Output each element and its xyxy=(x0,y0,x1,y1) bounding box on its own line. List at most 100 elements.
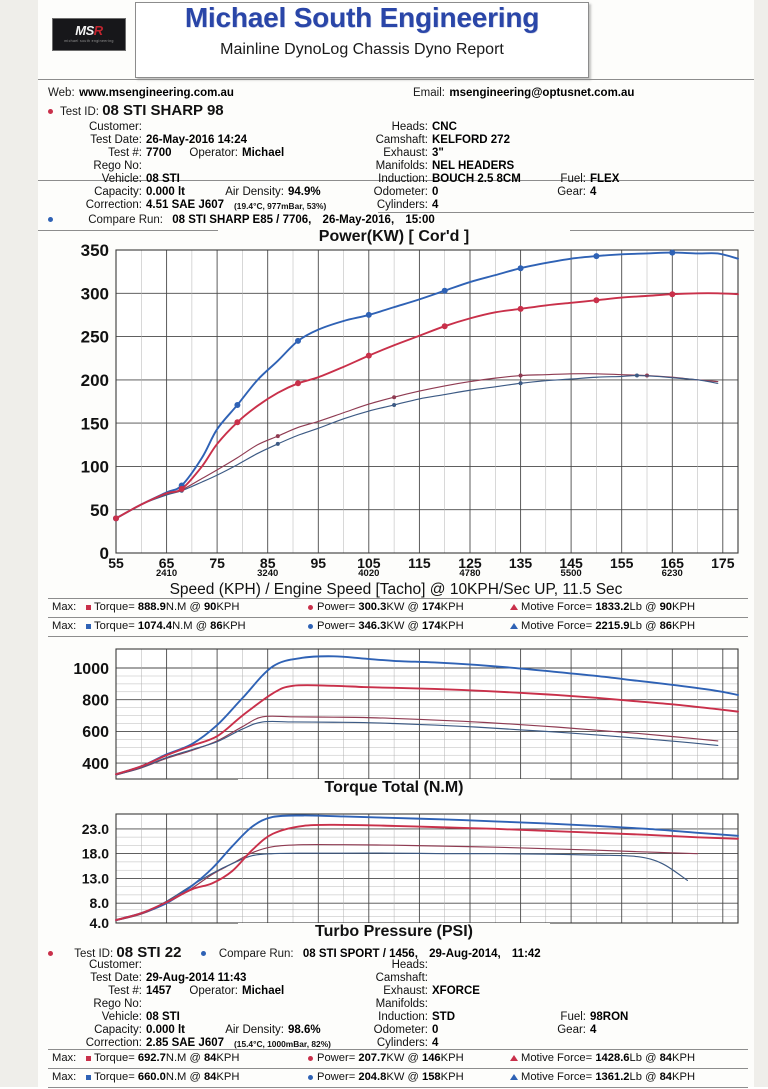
top-test-id-row: Test ID: 08 STI SHARP 98 xyxy=(48,102,224,119)
max-force-entry: Motive Force= 2215.9Lb @ 86KPH xyxy=(510,620,695,632)
heads-value: CNC xyxy=(432,121,457,133)
capacity-label: Capacity: xyxy=(94,186,142,198)
max-torque-entry: Torque= 660.0N.M @ 84KPH xyxy=(86,1071,239,1083)
torque-series-square-icon xyxy=(86,1055,91,1061)
operator-label: Operator: xyxy=(189,147,238,159)
customer-label: Customer: xyxy=(88,121,142,133)
bottom-exhaust-value: XFORCE xyxy=(432,985,480,997)
max-power-unit: KW @ xyxy=(386,1052,422,1064)
max-force-unit: Lb @ xyxy=(629,601,660,613)
boost-chart-title: Turbo Pressure (PSI) xyxy=(238,923,550,941)
max-torque-at: 90 xyxy=(203,601,217,613)
xaxis-tick-105: 105 4020 xyxy=(342,555,396,579)
camshaft-label: Camshaft: xyxy=(375,134,428,146)
bottom-operator-value: Michael xyxy=(242,985,285,997)
max-power-entry: Power= 346.3KW @ 174KPH xyxy=(308,620,464,632)
max-power-at-unit: KPH xyxy=(440,620,464,632)
test-id-value: 08 STI SHARP 98 xyxy=(102,102,224,119)
max-power-label: Power= xyxy=(317,620,356,632)
blue-series-dot-icon-2 xyxy=(200,951,206,957)
xaxis-tick-rpm: 4020 xyxy=(358,568,380,579)
report-subtitle: Mainline DynoLog Chassis Dyno Report xyxy=(220,41,504,58)
top-compare-run-row: Compare Run: 08 STI SHARP E85 / 7706, 26… xyxy=(48,214,435,226)
max-power-at: 146 xyxy=(421,1052,441,1064)
email-field: Email: msengineering@optusnet.com.au xyxy=(413,83,634,101)
bottom-max-legend: Max: Torque= 692.7N.M @ 84KPH Power= 207.7… xyxy=(38,1049,754,1089)
xaxis-tick-kph: 135 xyxy=(508,555,533,571)
website-value[interactable]: www.msengineering.com.au xyxy=(79,87,234,99)
xaxis-tick-75: 75 xyxy=(190,555,244,571)
max-power-entry: Power= 207.7KW @ 146KPH xyxy=(308,1052,464,1064)
svg-text:1000: 1000 xyxy=(73,661,109,678)
max-torque-entry: Torque= 1074.4N.M @ 86KPH xyxy=(86,620,246,632)
correction-label: Correction: xyxy=(85,199,142,211)
operator-value: Michael xyxy=(242,147,285,159)
max-power-unit: KW @ xyxy=(386,601,422,613)
xaxis-tick-kph: 95 xyxy=(310,555,327,571)
max-torque-value: 888.9 xyxy=(137,601,166,613)
max-power-value: 207.7 xyxy=(358,1052,387,1064)
bottom-capacity-label: Capacity: xyxy=(94,1024,142,1036)
capacity-value: 0.000 lt xyxy=(146,186,185,198)
max-torque-value: 1074.4 xyxy=(137,620,173,632)
rego-label: Rego No: xyxy=(93,160,142,172)
top-info-divider xyxy=(378,212,754,213)
svg-text:18.0: 18.0 xyxy=(82,846,109,862)
max-force-label: Motive Force= xyxy=(521,1071,593,1083)
max-force-at-unit: KPH xyxy=(672,1052,696,1064)
xaxis-tick-175: 175 xyxy=(696,555,750,571)
power-series-dot-icon xyxy=(308,604,313,610)
max-bottom-rule-2 xyxy=(48,1068,748,1069)
email-value[interactable]: msengineering@optusnet.com.au xyxy=(449,87,635,99)
max-force-label: Motive Force= xyxy=(521,1052,593,1064)
scan-left-margin xyxy=(0,0,39,1087)
contact-divider xyxy=(38,180,754,181)
gear-label: Gear: xyxy=(557,186,586,198)
svg-text:0: 0 xyxy=(100,544,109,563)
email-label: Email: xyxy=(413,87,445,99)
xaxis-tick-rpm: 3240 xyxy=(257,568,279,579)
torque-series-square-icon xyxy=(86,623,91,629)
xaxis-tick-85: 85 3240 xyxy=(241,555,295,579)
bottom-fuel-value: 98RON xyxy=(590,1011,629,1023)
xaxis-tick-kph: 65 xyxy=(158,555,175,571)
max-force-value: 2215.9 xyxy=(595,620,630,632)
max-force-unit: Lb @ xyxy=(629,1052,660,1064)
bottom-camshaft-label: Camshaft: xyxy=(375,972,428,984)
compare-run-time: 15:00 xyxy=(405,214,435,226)
max-force-at: 90 xyxy=(659,601,673,613)
bottom-operator-label: Operator: xyxy=(189,985,238,997)
torque-series-square-icon xyxy=(86,1074,91,1080)
header-divider xyxy=(38,79,754,80)
max-power-value: 300.3 xyxy=(358,601,387,613)
power-chart-xaxis: 55 65 2410 75 85 3240 95 105 4020 115 125 4780 135 14… xyxy=(38,555,754,601)
svg-text:150: 150 xyxy=(81,414,109,433)
svg-text:13.0: 13.0 xyxy=(82,870,109,886)
svg-text:200: 200 xyxy=(81,371,109,390)
torque-chart: 400 600 800 1000 Torque Total (N.M) xyxy=(38,645,754,808)
max-torque-unit: N.M @ xyxy=(165,601,204,613)
xaxis-tick-155: 155 xyxy=(595,555,649,571)
power-chart-canvas: 0 50 100 150 200 250 300 350 xyxy=(81,241,739,563)
motive-force-triangle-icon xyxy=(510,1074,518,1081)
bottom-test-id-label: Test ID: xyxy=(74,948,114,960)
induction-value: BOUCH 2.5 8CM xyxy=(432,173,521,185)
bottom-test-number-value: 1457 xyxy=(146,985,172,997)
max-torque-label: Torque= xyxy=(94,1052,135,1064)
top-max-legend: Max: Torque= 888.9N.M @ 90KPH Power= 300.3… xyxy=(38,598,754,642)
fuel-value: FLEX xyxy=(590,173,620,185)
xaxis-tick-rpm: 6230 xyxy=(661,568,683,579)
correction-value: 4.51 SAE J607 xyxy=(146,199,225,211)
power-series-dot-icon xyxy=(308,1074,313,1080)
xaxis-tick-rpm: 2410 xyxy=(155,568,178,579)
xaxis-tick-145: 145 5500 xyxy=(544,555,598,579)
power-series-dot-icon xyxy=(308,1055,313,1061)
max-prefix: Max: xyxy=(52,1052,77,1064)
max-torque-label: Torque= xyxy=(94,601,135,613)
website-field: Web: www.msengineering.com.au xyxy=(48,83,234,101)
max-power-at: 174 xyxy=(421,601,441,613)
bottom-compare-date: 29-Aug-2014, xyxy=(429,948,501,960)
bottom-air-density-label: Air Density: xyxy=(225,1024,284,1036)
bottom-induction-value: STD xyxy=(432,1011,455,1023)
